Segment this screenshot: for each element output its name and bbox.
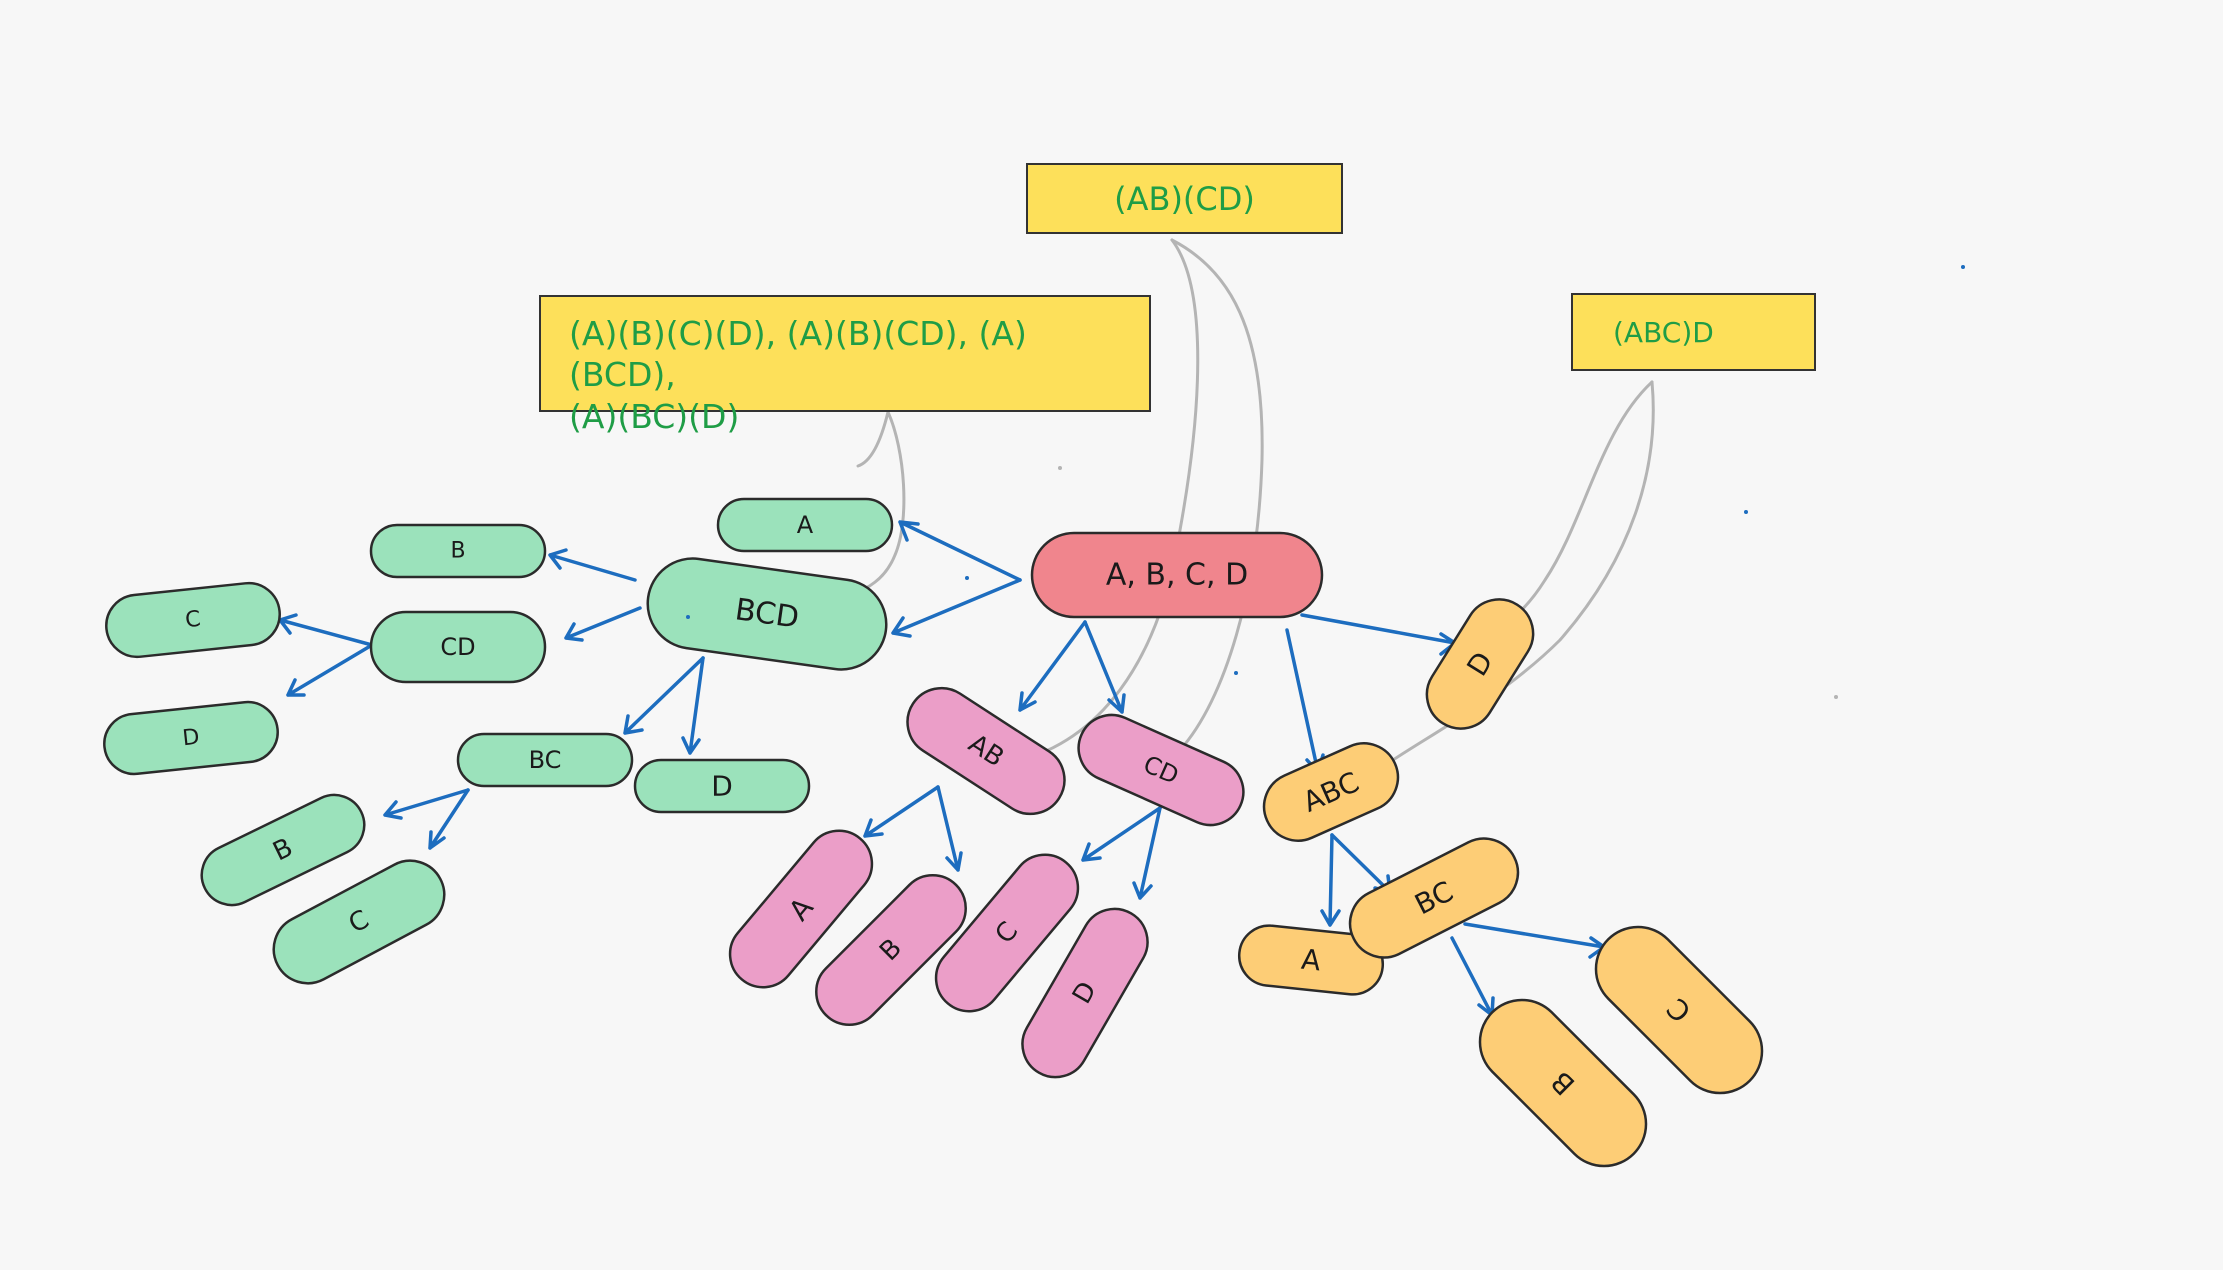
node-orange-d[interactable]: D: [1414, 587, 1546, 742]
node-green-d[interactable]: D: [101, 699, 280, 777]
dot-6: [1058, 466, 1062, 470]
dot-7: [1834, 695, 1838, 699]
node-green-a[interactable]: A: [716, 497, 894, 553]
node-pink-ab[interactable]: AB: [895, 675, 1078, 827]
node-green-bcd[interactable]: BCD: [642, 553, 892, 676]
note-right-partition[interactable]: (ABC)D: [1571, 293, 1816, 371]
arrow-pink-cd-to-c: [1081, 806, 1162, 862]
note-left-line2: (A)(BC)(D): [569, 396, 740, 436]
node-green-b-label: B: [450, 539, 465, 564]
node-green-bc-label: BC: [529, 746, 562, 774]
node-pink-c[interactable]: C: [923, 841, 1092, 1024]
node-green-d2[interactable]: D: [633, 758, 811, 814]
node-orange-a[interactable]: A: [1236, 923, 1385, 998]
node-green-b[interactable]: B: [369, 523, 547, 579]
node-root[interactable]: A, B, C, D: [1030, 531, 1324, 619]
note-left-line1: (A)(B)(C)(D), (A)(B)(CD), (A)(BCD),: [569, 314, 1027, 395]
connector-middle-note-b: [1170, 238, 1264, 752]
connector-middle-note-a: [998, 238, 1200, 767]
node-pink-cd[interactable]: CD: [1068, 704, 1254, 835]
arrow-orange-bc-to-b: [1450, 936, 1495, 1017]
connector-right-note-b: [1373, 380, 1655, 774]
node-orange-abc[interactable]: ABC: [1253, 732, 1409, 851]
arrow-bcd-to-b: [548, 548, 637, 582]
arrow-bc-to-c2: [428, 788, 470, 850]
node-root-label: A, B, C, D: [1106, 558, 1248, 593]
arrow-root-to-green-a: [898, 520, 1022, 582]
node-orange-bc[interactable]: BC: [1338, 827, 1529, 969]
dot-4: [1961, 265, 1965, 269]
note-connectors: [853, 238, 1655, 871]
note-left-partitions[interactable]: (A)(B)(C)(D), (A)(B)(CD), (A)(BCD), (A)(…: [539, 295, 1151, 436]
node-green-c[interactable]: C: [103, 580, 283, 660]
arrow-ab-to-a: [863, 785, 940, 838]
node-orange-c[interactable]: C: [1579, 910, 1780, 1111]
node-pink-d[interactable]: D: [1010, 897, 1159, 1089]
arrow-bc-to-b2: [383, 788, 470, 820]
note-middle-text: (AB)(CD): [1114, 179, 1255, 218]
dot-5: [1744, 510, 1748, 514]
node-green-cd-label: CD: [440, 633, 475, 661]
node-green-c-label: C: [184, 607, 202, 633]
arrow-ab-to-b: [936, 785, 963, 872]
note-right-text: (ABC)D: [1613, 315, 1714, 349]
stray-dots: [686, 265, 1965, 699]
arrow-bcd-to-bc: [623, 656, 705, 735]
arrow-bcd-to-d2: [681, 656, 705, 755]
arrow-pink-cd-to-d: [1132, 806, 1162, 900]
node-pink-b[interactable]: B: [803, 862, 980, 1039]
arrow-root-to-orange-d: [1300, 613, 1457, 656]
node-green-a-label: A: [797, 511, 814, 539]
arrow-root-to-pink-cd: [1083, 620, 1126, 714]
node-orange-a-label: A: [1300, 943, 1323, 978]
arrow-abc-to-a: [1320, 833, 1341, 927]
connector-right-note-a: [1493, 380, 1654, 632]
node-green-cd[interactable]: CD: [369, 610, 547, 684]
dot-2: [686, 615, 690, 619]
node-green-b2[interactable]: B: [192, 785, 375, 915]
arrow-abc-to-bc: [1330, 833, 1392, 894]
node-green-d-label: D: [181, 725, 200, 752]
node-green-d2-label: D: [711, 770, 733, 803]
dot-1: [965, 576, 969, 580]
arrow-root-to-green-bcd: [891, 578, 1022, 638]
arrow-bcd-to-cd: [564, 606, 642, 642]
dot-3: [1234, 671, 1238, 675]
node-green-c2[interactable]: C: [262, 849, 456, 995]
arrow-root-to-orange-abc: [1285, 628, 1325, 774]
note-middle-partition[interactable]: (AB)(CD): [1026, 163, 1343, 234]
arrow-cd-to-c: [278, 613, 374, 647]
arrow-root-to-pink-ab: [1018, 620, 1087, 712]
arrow-cd-to-d: [286, 643, 374, 697]
node-green-bc[interactable]: BC: [456, 732, 634, 788]
connector-left-note: [853, 410, 906, 594]
node-pink-a[interactable]: A: [717, 817, 886, 1000]
arrow-orange-bc-to-c: [1463, 922, 1606, 959]
